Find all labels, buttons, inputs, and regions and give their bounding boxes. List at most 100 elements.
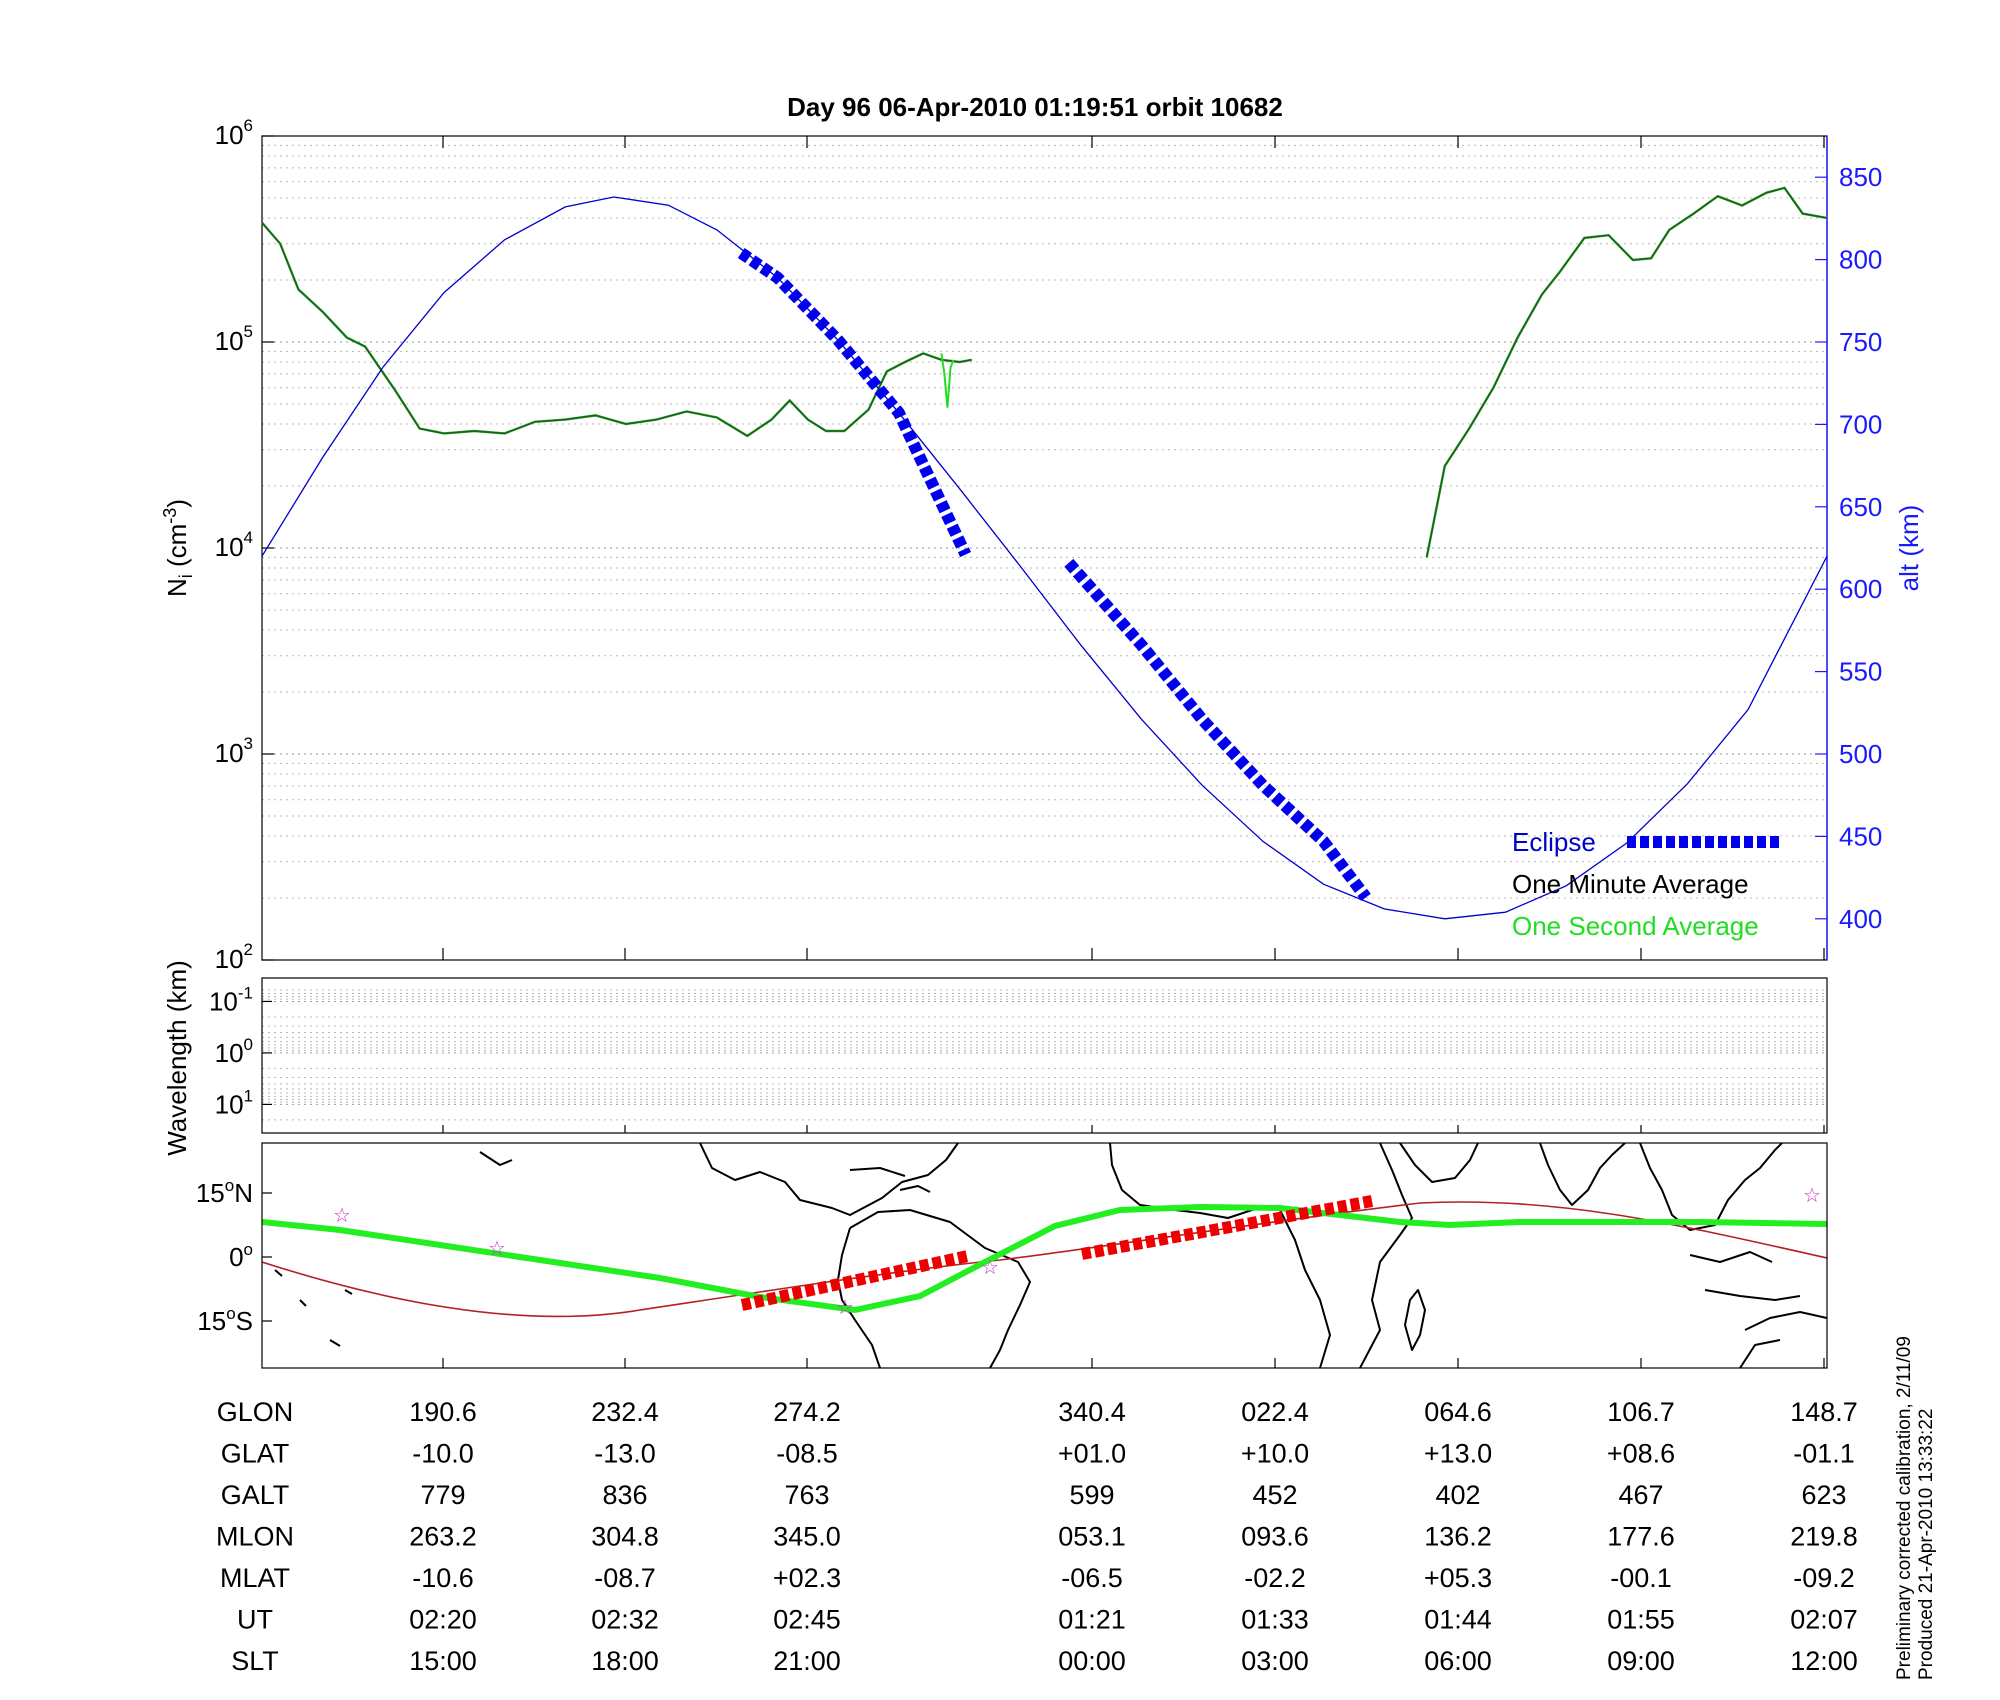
- map-contents: ☆ ☆ ☆ ☆ ☆: [262, 1143, 1827, 1368]
- density-y-tick-labels: 106 105 104 103 102: [215, 116, 274, 974]
- table-cell: 836: [602, 1480, 647, 1510]
- table-row-label: GALT: [221, 1480, 290, 1510]
- table-cell: -10.6: [412, 1563, 474, 1593]
- table-cell: 345.0: [773, 1522, 841, 1552]
- table-cell: 190.6: [409, 1397, 477, 1427]
- table-cell: 01:21: [1058, 1605, 1126, 1635]
- density-y-tick-label: 106: [215, 116, 253, 150]
- map-eclipse-segment-1: [740, 1250, 970, 1311]
- table-row-label: UT: [237, 1605, 273, 1635]
- table-cell: +08.6: [1607, 1439, 1675, 1469]
- table-cell: 219.8: [1790, 1522, 1858, 1552]
- table-cell: 340.4: [1058, 1397, 1126, 1427]
- legend: Eclipse One Minute Average One Second Av…: [1512, 827, 1779, 941]
- star-marker: ☆: [836, 1297, 854, 1319]
- map-eclipse-segment-2: [1080, 1195, 1374, 1260]
- table-cell: 18:00: [591, 1646, 659, 1676]
- table-cell: 06:00: [1424, 1646, 1492, 1676]
- coastline-south-america: [837, 1209, 1031, 1368]
- one-minute-average-line: [1426, 187, 1828, 558]
- coastline-pacific-islands: [274, 1151, 513, 1347]
- table-cell: 01:55: [1607, 1605, 1675, 1635]
- table-cell: 02:32: [591, 1605, 659, 1635]
- table-cell: -13.0: [594, 1439, 656, 1469]
- coastline-north-america: [699, 1143, 959, 1216]
- map-lat-label: 15oN: [196, 1176, 253, 1208]
- density-y-tick-label: 104: [215, 528, 253, 562]
- altitude-tick-label: 500: [1839, 739, 1882, 769]
- dip-equator-line: [262, 1201, 1827, 1318]
- table-cell: +01.0: [1058, 1439, 1126, 1469]
- altitude-tick-label: 600: [1839, 574, 1882, 604]
- table-cell: 106.7: [1607, 1397, 1675, 1427]
- table-cell: -08.5: [776, 1439, 838, 1469]
- table-row-label: GLON: [217, 1397, 294, 1427]
- density-y-tick-label: 103: [215, 734, 253, 768]
- star-marker: ☆: [1803, 1185, 1821, 1207]
- orbit-data-table: GLON 190.6 232.4 274.2 340.4 022.4 064.6 106.7 1…: [216, 1397, 1858, 1676]
- table-cell: -06.5: [1061, 1563, 1123, 1593]
- legend-eclipse-label: Eclipse: [1512, 827, 1596, 857]
- altitude-tick-label: 650: [1839, 492, 1882, 522]
- altitude-tick-label: 550: [1839, 657, 1882, 687]
- wavelength-y-axis-label: Wavelength (km): [162, 960, 192, 1156]
- coastline-africa: [1109, 1143, 1413, 1368]
- eclipse-segment: [737, 248, 972, 558]
- density-grid: [262, 144, 1827, 899]
- figure-title: Day 96 06-Apr-2010 01:19:51 orbit 10682: [787, 92, 1283, 122]
- star-marker: ☆: [333, 1205, 351, 1227]
- table-cell: +10.0: [1241, 1439, 1309, 1469]
- wavelength-y-tick-label: 101: [215, 1086, 253, 1119]
- map-lat-label: 0o: [229, 1240, 253, 1272]
- table-cell: 01:44: [1424, 1605, 1492, 1635]
- one-minute-average-line: [261, 222, 972, 437]
- table-cell: 02:20: [409, 1605, 477, 1635]
- table-cell: 093.6: [1241, 1522, 1309, 1552]
- table-cell: 177.6: [1607, 1522, 1675, 1552]
- wavelength-y-tick-labels: 10-1 100 101: [209, 983, 272, 1119]
- altitude-tick-label: 700: [1839, 409, 1882, 439]
- altitude-tick-marks: 850 800 750 700 650 600 550 500 450 400: [1815, 162, 1882, 934]
- coastline-australia: [1739, 1311, 1827, 1368]
- altitude-tick-label: 800: [1839, 245, 1882, 275]
- table-cell: 053.1: [1058, 1522, 1126, 1552]
- table-cell: 263.2: [409, 1522, 477, 1552]
- side-note-line-2: Produced 21-Apr-2010 13:33:22: [1916, 1409, 1937, 1680]
- coastline-caribbean: [849, 1167, 931, 1193]
- table-cell: 03:00: [1241, 1646, 1309, 1676]
- eclipse-segment: [1064, 558, 1371, 902]
- density-y-tick-label: 105: [215, 322, 253, 356]
- table-row-label: MLON: [216, 1522, 294, 1552]
- wavelength-grid: [262, 989, 1827, 1121]
- star-marker: ☆: [488, 1238, 506, 1260]
- map-lat-label: 15oS: [197, 1304, 253, 1336]
- density-y-axis-label: Ni (cm-3): [160, 499, 196, 597]
- table-cell: 02:07: [1790, 1605, 1858, 1635]
- table-cell: -01.1: [1793, 1439, 1855, 1469]
- table-cell: 01:33: [1241, 1605, 1309, 1635]
- ground-track-line: [262, 1203, 1827, 1314]
- altitude-axis-label: alt (km): [1894, 505, 1924, 592]
- table-cell: 022.4: [1241, 1397, 1309, 1427]
- table-cell: 148.7: [1790, 1397, 1858, 1427]
- table-cell: 452: [1252, 1480, 1297, 1510]
- legend-one-second-label: One Second Average: [1512, 911, 1759, 941]
- table-cell: 467: [1618, 1480, 1663, 1510]
- coastline-madagascar: [1404, 1289, 1426, 1351]
- altitude-tick-label: 450: [1839, 821, 1882, 851]
- density-x-ticks: [442, 136, 1825, 1368]
- table-cell: 02:45: [773, 1605, 841, 1635]
- table-row-label: GLAT: [221, 1439, 290, 1469]
- table-cell: 304.8: [591, 1522, 659, 1552]
- coastline-arabia: [1399, 1143, 1479, 1183]
- altitude-tick-label: 850: [1839, 162, 1882, 192]
- table-cell: 09:00: [1607, 1646, 1675, 1676]
- density-panel: 106 105 104 103 102 850 800 750 700 650 600 550 500…: [160, 116, 1924, 1368]
- table-cell: +05.3: [1424, 1563, 1492, 1593]
- map-latitude-labels: 15oN 0o 15oS: [196, 1176, 272, 1336]
- table-cell: -09.2: [1793, 1563, 1855, 1593]
- table-cell: 402: [1435, 1480, 1480, 1510]
- table-row-label: SLT: [231, 1646, 279, 1676]
- altitude-tick-label: 400: [1839, 904, 1882, 934]
